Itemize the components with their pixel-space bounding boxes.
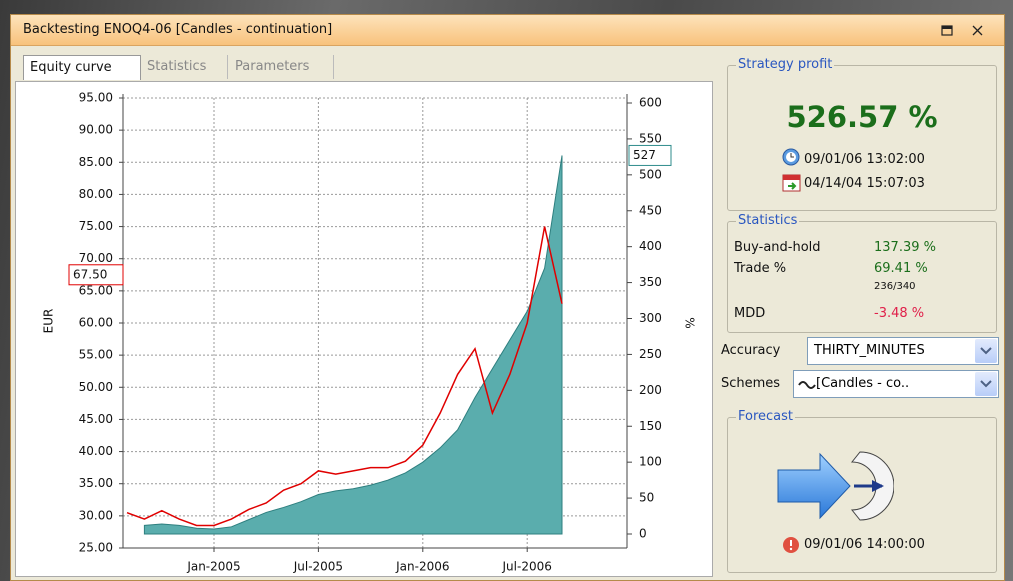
equity-area (143, 155, 563, 535)
stat-value: 137.39 % (874, 240, 936, 255)
accuracy-label: Accuracy (721, 343, 781, 358)
window-title: Backtesting ENOQ4-06 [Candles - continua… (23, 22, 333, 37)
value-marker (68, 264, 124, 286)
chart: 25.00 30.00 35.00 40.00 45.00 50.00 55.00 60.00… (42, 91, 697, 574)
y-tick-label: 95.00 (79, 91, 113, 105)
group-title: Statistics (736, 213, 800, 228)
tab[interactable]: Parameters (229, 55, 334, 79)
y-tick-label: 40.00 (79, 444, 113, 458)
y2-tick-label: 50 (639, 491, 654, 505)
y2-tick-label: 250 (639, 347, 662, 361)
y2-tick-label: 100 (639, 455, 662, 469)
value-marker-label: 527 (633, 148, 656, 162)
stat-label: Trade % (734, 261, 787, 276)
y-tick-label: 45.00 (79, 412, 113, 426)
group-title: Forecast (736, 409, 796, 424)
y-tick-label: 25.00 (79, 541, 113, 555)
x-tick-label: Jan-2005 (186, 560, 240, 574)
tab[interactable]: Equity curve (23, 55, 141, 80)
stat-value: 69.41 % (874, 261, 928, 276)
window: Backtesting ENOQ4-06 [Candles - continua… (10, 14, 1005, 581)
y-tick-label: 75.00 (79, 219, 113, 233)
window-buttons[interactable] (941, 24, 991, 38)
y2-tick-label: 300 (639, 311, 662, 325)
accuracy-select[interactable]: THIRTY_MINUTES (807, 337, 999, 365)
icons (782, 148, 801, 192)
y-tick-label: 65.00 (79, 283, 113, 297)
stat-label: Buy-and-hold (734, 240, 821, 255)
y2-tick-label: 500 (639, 167, 662, 181)
forecast-group: Forecast 09/01/06 14:00:00 (727, 409, 997, 573)
select-value: THIRTY_MINUTES (814, 343, 925, 358)
y2-tick-label: 0 (639, 527, 647, 541)
alert-icon (783, 537, 799, 553)
y-tick-label: 50.00 (79, 380, 113, 394)
group-title: Strategy profit (736, 57, 835, 72)
y2-tick-label: 600 (639, 96, 662, 110)
y2-axis-label: % (683, 317, 697, 328)
select-value: [Candles - co.. (816, 376, 910, 391)
dropdown-button[interactable] (975, 339, 997, 363)
x-tick-label: Jan-2006 (395, 560, 449, 574)
profit-group: Strategy profit 526.57 % 09/01/06 13:02:… (727, 57, 997, 211)
y-axis-label: EUR (42, 309, 56, 334)
start-date: 04/14/04 15:07:03 (804, 176, 925, 191)
price-line (126, 226, 563, 527)
value-marker-label: 67.50 (73, 267, 107, 281)
end-date: 09/01/06 13:02:00 (804, 152, 925, 167)
y-tick-label: 55.00 (79, 348, 113, 362)
x-tick-label: Jul-2005 (293, 560, 343, 574)
schemes-select[interactable]: [Candles - co.. (793, 370, 999, 398)
trade-count: 236/340 (874, 281, 916, 292)
y2-tick-label: 350 (639, 275, 662, 289)
y2-tick-label: 400 (639, 239, 662, 253)
y2-tick-label: 150 (639, 419, 662, 433)
dropdown-button[interactable] (975, 372, 997, 396)
forecast-icon (777, 451, 894, 521)
y-tick-label: 70.00 (79, 251, 113, 265)
statistics-group: Statistics Buy-and-hold 137.39 % Trade %… (727, 213, 997, 333)
forecast-date: 09/01/06 14:00:00 (804, 537, 925, 552)
chart-panel: 25.00 30.00 35.00 40.00 45.00 50.00 55.00 60.00… (15, 81, 713, 577)
y2-tick-label: 200 (639, 383, 662, 397)
y2-tick-label: 450 (639, 203, 662, 217)
stat-label: MDD (734, 306, 766, 321)
y-tick-label: 35.00 (79, 476, 113, 490)
value-marker (628, 144, 672, 166)
y-tick-label: 80.00 (79, 187, 113, 201)
y-tick-label: 85.00 (79, 155, 113, 169)
y-tick-label: 60.00 (79, 316, 113, 330)
title-bar: Backtesting ENOQ4-06 [Candles - continua… (11, 15, 1004, 46)
stat-value: -3.48 % (874, 306, 925, 321)
y-tick-label: 30.00 (79, 508, 113, 522)
tab[interactable]: Statistics (141, 55, 228, 79)
x-tick-label: Jul-2006 (502, 560, 552, 574)
schemes-label: Schemes (721, 376, 781, 391)
y2-tick-label: 550 (639, 131, 662, 145)
y-tick-label: 90.00 (79, 123, 113, 137)
profit-value: 526.57 % (786, 100, 938, 134)
